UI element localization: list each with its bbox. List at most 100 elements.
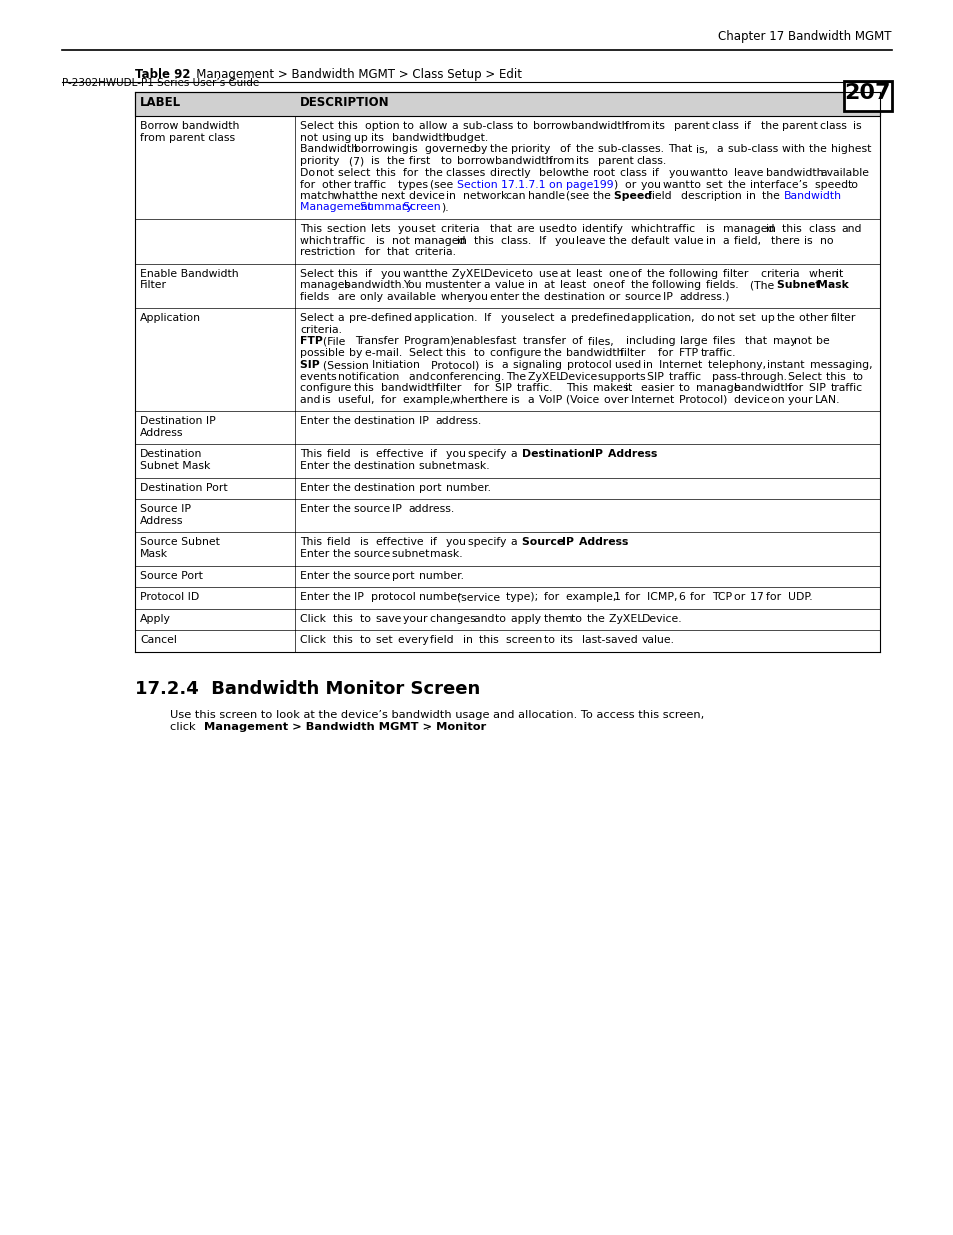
Text: must: must [424,280,456,290]
Text: up: up [760,312,777,324]
Text: SIP: SIP [300,359,323,370]
Text: Protocol): Protocol) [431,359,482,370]
Text: (Session: (Session [322,359,372,370]
Text: not: not [300,132,321,142]
Text: want: want [689,168,720,178]
Text: criteria.: criteria. [414,247,456,257]
Text: class: class [711,121,741,131]
Text: (The: (The [749,280,777,290]
Text: allow: allow [419,121,451,131]
Text: ZyXEL: ZyXEL [452,268,489,279]
Text: by: by [473,144,490,154]
Text: for: for [300,179,318,189]
Text: Select: Select [300,312,337,324]
Text: if: if [430,537,440,547]
Text: SIP: SIP [646,372,666,382]
Text: the: the [424,168,446,178]
Text: traffic.: traffic. [517,383,556,393]
Text: enter: enter [489,291,522,301]
Text: Mask: Mask [140,548,168,558]
Text: for: for [689,592,708,601]
Text: bandwidth: bandwidth [565,348,626,358]
Bar [135,91,879,116]
Text: Address: Address [140,427,183,437]
Text: useful,: useful, [337,394,377,405]
Text: manage: manage [695,383,742,393]
Text: Enable Bandwidth: Enable Bandwidth [140,268,238,279]
Text: the: the [333,550,354,559]
Text: The: The [505,372,529,382]
Text: is: is [485,359,497,370]
Text: to: to [565,224,579,233]
Text: this: this [824,372,848,382]
Text: makes: makes [592,383,631,393]
Text: Click: Click [300,635,330,645]
Text: e-mail.: e-mail. [365,348,405,358]
Text: governed: governed [424,144,479,154]
Text: effective: effective [375,450,427,459]
Text: if: if [652,168,662,178]
Text: FTP: FTP [679,348,701,358]
Text: that: that [386,247,412,257]
Text: parent: parent [598,156,637,165]
Text: application,: application, [630,312,697,324]
Text: possible: possible [300,348,348,358]
Text: signaling: signaling [512,359,564,370]
Text: example,: example, [403,394,456,405]
Text: the: the [587,614,608,624]
Text: bandwidth: bandwidth [381,383,442,393]
Text: (7): (7) [349,156,367,165]
Text: apply: apply [511,614,544,624]
Text: what: what [333,191,362,201]
Text: Filter: Filter [140,280,167,290]
Text: borrow: borrow [533,121,574,131]
Text: VoIP: VoIP [537,394,565,405]
Text: Enter: Enter [300,550,333,559]
Text: Address: Address [140,515,183,526]
Text: P-2302HWUDL-P1 Series User’s Guide: P-2302HWUDL-P1 Series User’s Guide [62,78,259,88]
Text: destination: destination [354,416,418,426]
Text: Protocol): Protocol) [679,394,730,405]
Text: for: for [473,383,492,393]
Text: which: which [630,224,665,233]
Text: files,: files, [588,336,617,347]
Text: (Voice: (Voice [565,394,601,405]
Text: for: for [543,592,562,601]
Text: speed: speed [814,179,850,189]
Text: when: when [808,268,841,279]
Text: not: not [316,168,337,178]
Text: or: or [624,179,639,189]
Text: is: is [511,394,523,405]
Text: to: to [440,156,455,165]
Text: interface’s: interface’s [749,179,810,189]
Text: number: number [419,592,465,601]
Text: SIP: SIP [808,383,829,393]
Text: IP: IP [590,450,605,459]
Text: pass-through.: pass-through. [711,372,789,382]
Text: there: there [478,394,511,405]
Text: Speed: Speed [614,191,656,201]
Text: by: by [349,348,365,358]
Text: and: and [841,224,862,233]
Text: set: set [375,635,395,645]
Text: click: click [170,722,199,732]
Text: Address: Address [578,537,632,547]
Text: address.): address.) [679,291,729,301]
Text: you: you [446,450,470,459]
Text: when: when [440,291,474,301]
Text: bandwidth: bandwidth [571,121,631,131]
Text: sub-classes.: sub-classes. [598,144,667,154]
Text: or: or [733,592,747,601]
Text: Device.: Device. [640,614,681,624]
Text: messaging,: messaging, [810,359,872,370]
Text: leave: leave [733,168,765,178]
Text: set: set [739,312,759,324]
Text: if: if [365,268,375,279]
Text: you: you [381,268,404,279]
Text: in: in [765,224,779,233]
Text: Bandwidth: Bandwidth [300,144,361,154]
Text: every: every [397,635,432,645]
Text: in: in [641,359,656,370]
Text: traffic: traffic [662,224,698,233]
Text: Program): Program) [404,336,457,347]
